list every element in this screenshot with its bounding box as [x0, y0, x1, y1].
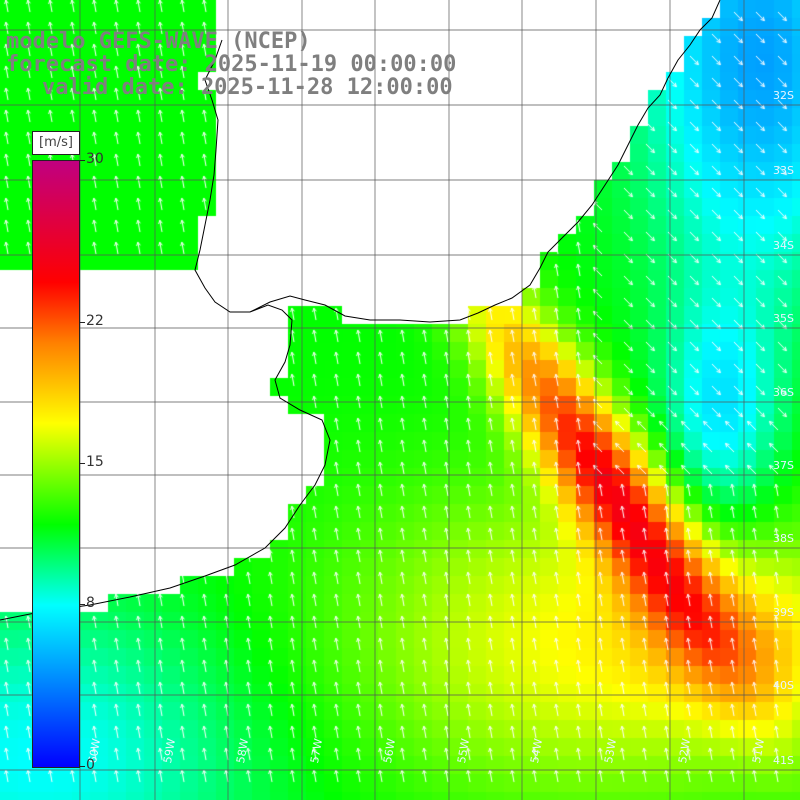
colorbar-tick-mark [79, 160, 85, 161]
model-title: modelo GEFS-WAVE (NCEP) [6, 29, 311, 54]
colorbar-tick-mark [79, 463, 85, 464]
forecast-date: forecast date: 2025-11-19 00:00:00 [6, 52, 457, 77]
valid-date: valid date: 2025-11-28 12:00:00 [42, 75, 453, 100]
latitude-label: 32S [773, 89, 794, 102]
colorbar-unit: [m/s] [32, 131, 80, 155]
colorbar [32, 160, 80, 768]
latitude-label: 35S [773, 312, 794, 325]
latitude-label: 39S [773, 606, 794, 619]
colorbar-tick-label: 22 [86, 312, 104, 329]
coastline [0, 0, 721, 621]
colorbar-tick-label: 15 [86, 454, 104, 470]
latitude-label: 37S [773, 459, 794, 472]
colorbar-tick-label: 30 [86, 151, 104, 167]
latitude-label: 41S [773, 754, 794, 767]
colorbar-tick-mark [79, 604, 85, 606]
latitude-label: 40S [773, 679, 794, 692]
colorbar-tick-mark [79, 321, 85, 323]
colorbar-tick-label: 8 [86, 595, 95, 612]
latitude-label: 33S [773, 164, 794, 177]
latitude-label: 38S [773, 532, 794, 545]
latitude-label: 36S [773, 386, 794, 399]
colorbar-tick-mark [79, 766, 85, 767]
latitude-label: 34S [773, 239, 794, 252]
colorbar-tick-label: 0 [86, 757, 95, 773]
